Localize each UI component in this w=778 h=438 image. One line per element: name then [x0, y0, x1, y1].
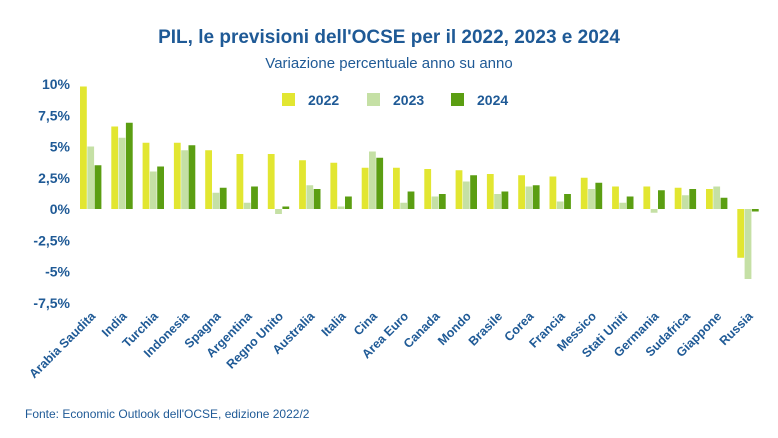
bar-2023 [525, 186, 533, 209]
bar-2023 [212, 192, 220, 209]
bar-2024 [345, 196, 352, 209]
bar-2022 [173, 142, 181, 209]
bar-2022 [205, 150, 212, 209]
bar-2024 [94, 165, 102, 209]
legend-swatch-2023 [367, 93, 380, 106]
bar-2024 [564, 194, 571, 209]
bar-2023 [682, 195, 689, 209]
bar-2022 [455, 170, 463, 209]
source-note: Fonte: Economic Outlook dell'OCSE, edizi… [25, 407, 310, 421]
bar-2022 [361, 167, 369, 209]
bar-2023 [556, 201, 564, 209]
legend-swatch-2024 [451, 93, 464, 106]
bar-2022 [580, 177, 588, 209]
bar-2024 [157, 166, 164, 209]
bar-2024 [376, 157, 384, 209]
bar-2022 [518, 175, 525, 209]
y-tick-label: 10% [42, 76, 71, 92]
bar-2024 [470, 175, 477, 209]
bar-2022 [236, 154, 244, 209]
bar-2023 [118, 137, 126, 209]
bar-2024 [626, 196, 634, 209]
bar-2022 [706, 189, 713, 209]
bar-2022 [80, 86, 87, 209]
bar-2023 [243, 202, 251, 209]
bar-2022 [737, 209, 745, 258]
bar-2022 [424, 169, 432, 209]
x-tick-label: Italia [319, 308, 350, 339]
bar-2023 [462, 181, 470, 209]
legend-swatch-2022 [282, 93, 295, 106]
bar-2023 [275, 209, 282, 214]
bar-2024 [501, 191, 509, 209]
x-tick-label: Canada [401, 308, 444, 351]
x-tick-label: Brasile [466, 309, 505, 348]
bar-2022 [267, 154, 275, 209]
bar-2022 [486, 174, 494, 209]
y-tick-label: 5% [50, 139, 71, 155]
bar-2022 [549, 176, 557, 209]
y-tick-label: -2,5% [33, 232, 70, 248]
bar-2023 [650, 209, 658, 213]
bar-2024 [751, 209, 759, 212]
bar-2024 [219, 187, 227, 209]
bar-2022 [674, 187, 682, 209]
bar-2022 [111, 126, 119, 209]
bar-2024 [689, 189, 697, 209]
bar-2024 [313, 189, 321, 209]
bar-2023 [149, 171, 157, 209]
bar-2024 [720, 197, 728, 209]
bar-2023 [713, 186, 721, 209]
bar-2022 [299, 160, 306, 209]
bar-2023 [337, 206, 345, 209]
y-tick-label: 0% [50, 201, 71, 217]
bar-2022 [643, 186, 651, 209]
bar-2023 [431, 196, 439, 209]
bar-2022 [393, 167, 400, 209]
bar-2023 [588, 189, 595, 209]
bar-2023 [181, 150, 188, 209]
bar-2022 [142, 142, 150, 209]
bar-2024 [125, 122, 133, 209]
bar-2023 [744, 209, 752, 279]
bar-2024 [282, 206, 290, 209]
bar-2023 [619, 202, 627, 209]
legend-label: 2022 [308, 92, 339, 108]
legend-label: 2024 [477, 92, 508, 108]
bar-2024 [532, 185, 540, 209]
chart-title: PIL, le previsioni dell'OCSE per il 2022… [158, 27, 620, 48]
y-tick-label: -7,5% [33, 295, 70, 311]
bar-2024 [251, 186, 258, 209]
chart-subtitle: Variazione percentuale anno su anno [265, 55, 512, 72]
bar-2022 [330, 162, 338, 209]
bar-2023 [369, 151, 376, 209]
x-tick-label: Russia [717, 308, 757, 348]
bar-2024 [407, 191, 415, 209]
bar-2024 [438, 194, 446, 209]
bar-2024 [188, 145, 196, 209]
bar-2022 [612, 186, 619, 209]
bar-2023 [87, 146, 95, 209]
bar-2024 [595, 182, 603, 209]
y-tick-label: -5% [45, 264, 70, 280]
y-tick-label: 7,5% [38, 107, 70, 123]
bar-2023 [494, 194, 501, 209]
x-tick-label: Arabia Saudita [27, 308, 100, 381]
y-tick-label: 2,5% [38, 170, 70, 186]
bar-2023 [306, 185, 314, 209]
legend-label: 2023 [393, 92, 424, 108]
bar-2023 [400, 202, 408, 209]
bar-2024 [658, 190, 665, 209]
